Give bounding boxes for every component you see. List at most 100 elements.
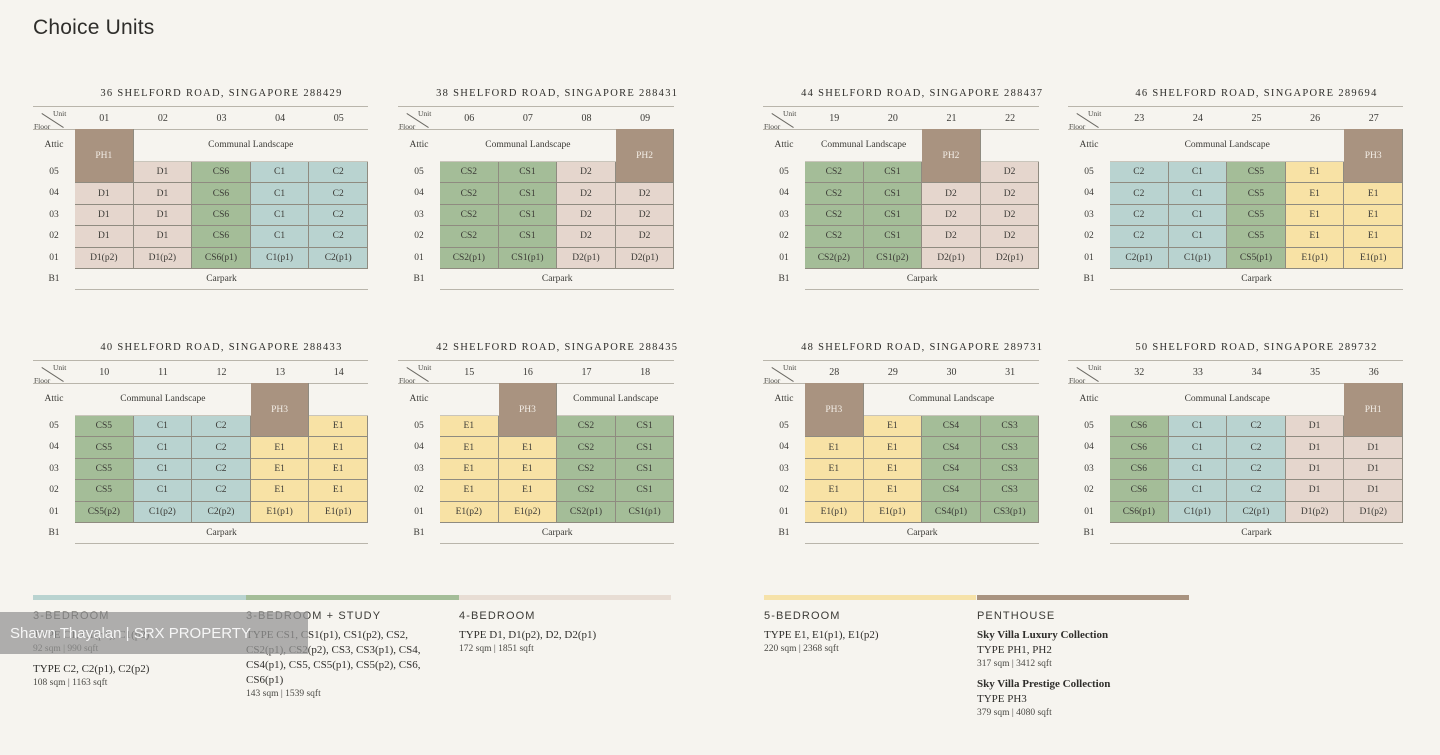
unit-cell: CS6 bbox=[1110, 480, 1169, 502]
unit-number: 34 bbox=[1251, 367, 1262, 378]
unit-number: 29 bbox=[887, 367, 898, 378]
unit-cell: E1 bbox=[863, 416, 923, 438]
unit-cell: D1 bbox=[75, 183, 134, 205]
carpark-cell: Carpark bbox=[805, 269, 1040, 291]
legend-size: 379 sqm | 4080 sqft bbox=[977, 708, 1052, 718]
block-address: 44 SHELFORD ROAD, SINGAPORE 288437 bbox=[801, 88, 1044, 99]
unit-number: 12 bbox=[216, 367, 227, 378]
unit-cell: CS2 bbox=[440, 162, 499, 184]
unit-number: 15 bbox=[464, 367, 475, 378]
legend-type: TYPE D1, D1(p2), D2, D2(p1) bbox=[459, 629, 597, 641]
floor-label: Floor bbox=[399, 122, 416, 131]
unit-cell: D2(p1) bbox=[980, 247, 1040, 269]
floor-number: 05 bbox=[49, 421, 59, 431]
floor-number: 04 bbox=[1084, 442, 1094, 453]
unit-cell: C2 bbox=[1110, 183, 1169, 205]
floor-number: 05 bbox=[414, 421, 424, 431]
unit-number: 13 bbox=[275, 367, 286, 378]
unit-number: 36 bbox=[1368, 367, 1379, 378]
unit-number: 04 bbox=[275, 113, 286, 124]
unit-number: 35 bbox=[1310, 367, 1321, 378]
unit-cell: C2 bbox=[1227, 416, 1286, 438]
unit-cell: D1 bbox=[1344, 458, 1403, 481]
unit-cell: E1(p1) bbox=[309, 501, 368, 523]
unit-number: 22 bbox=[1005, 113, 1016, 124]
unit-cell: CS4 bbox=[922, 480, 981, 502]
unit-number: 07 bbox=[522, 113, 533, 124]
floor-attic: Attic bbox=[409, 140, 429, 150]
unit-cell: CS6 bbox=[1110, 416, 1169, 438]
unit-cell: CS4 bbox=[922, 416, 981, 438]
header-rule bbox=[763, 129, 1040, 130]
unit-cell: CS1 bbox=[863, 162, 923, 184]
unit-number: 19 bbox=[829, 113, 840, 124]
unit-cell: E1 bbox=[309, 480, 368, 502]
unit-number: 16 bbox=[522, 367, 533, 378]
unit-cell: C2 bbox=[192, 480, 251, 502]
unit-cell: D1(p2) bbox=[1344, 501, 1403, 523]
floor-number: 01 bbox=[1084, 506, 1094, 517]
legend-collection: Sky Villa Prestige Collection bbox=[977, 678, 1111, 690]
unit-cell: E1 bbox=[863, 480, 923, 502]
unit-cell: D2 bbox=[557, 183, 616, 205]
unit-label: Unit bbox=[418, 109, 432, 118]
floor-number: 04 bbox=[49, 442, 59, 453]
unit-cell: CS2 bbox=[557, 458, 616, 481]
unit-cell: C2 bbox=[1227, 458, 1286, 481]
unit-cell: CS5 bbox=[1227, 226, 1286, 248]
legend-color-bar bbox=[764, 595, 976, 600]
unit-cell: CS6 bbox=[192, 162, 251, 184]
carpark-cell: Carpark bbox=[1110, 523, 1403, 545]
unit-cell: CS6 bbox=[1110, 458, 1169, 481]
penthouse-cell: PH3 bbox=[1344, 129, 1403, 184]
unit-cell: C2 bbox=[192, 416, 251, 438]
unit-number: 05 bbox=[333, 113, 344, 124]
unit-cell: D1 bbox=[75, 204, 134, 227]
unit-cell: D1 bbox=[1285, 458, 1345, 481]
floor-attic: Attic bbox=[1079, 394, 1099, 404]
legend-group: 4-BEDROOM TYPE D1, D1(p2), D2, D2(p1) 172 … bbox=[459, 610, 659, 662]
floor-b1: B1 bbox=[1083, 528, 1095, 538]
unit-cell: CS3(p1) bbox=[980, 501, 1040, 523]
unit-cell: E1 bbox=[250, 437, 310, 459]
unit-cell: CS3 bbox=[980, 416, 1040, 438]
unit-cell: E1 bbox=[805, 437, 864, 459]
attic-cell bbox=[440, 383, 499, 416]
floor-attic: Attic bbox=[1079, 140, 1099, 150]
unit-cell: D1 bbox=[1344, 480, 1403, 502]
unit-cell: CS1 bbox=[498, 204, 558, 227]
watermark: Shawn Thayalan | SRX PROPERTY bbox=[0, 612, 308, 654]
unit-cell: D1 bbox=[75, 226, 134, 248]
legend-size: 317 sqm | 3412 sqft bbox=[977, 659, 1052, 669]
unit-cell: E1 bbox=[1344, 183, 1403, 205]
unit-cell: E1 bbox=[1344, 226, 1403, 248]
floor-attic: Attic bbox=[44, 140, 64, 150]
unit-cell: CS5 bbox=[75, 437, 134, 459]
floor-number: 05 bbox=[1084, 167, 1094, 177]
floor-number: 01 bbox=[49, 506, 59, 517]
unit-cell: C1 bbox=[1168, 183, 1228, 205]
floor-label: Floor bbox=[34, 122, 51, 131]
floor-number: 05 bbox=[414, 167, 424, 177]
unit-cell: D1 bbox=[1285, 416, 1345, 438]
unit-cell: CS5(p1) bbox=[1227, 247, 1286, 269]
floor-b1: B1 bbox=[413, 274, 425, 284]
legend-type: TYPE PH3 bbox=[977, 693, 1027, 705]
floor-label: Floor bbox=[1069, 376, 1086, 385]
unit-cell: D1(p2) bbox=[133, 247, 193, 269]
unit-cell: C2 bbox=[309, 162, 368, 184]
attic-cell: Communal Landscape bbox=[133, 129, 368, 162]
unit-cell: CS5 bbox=[1227, 183, 1286, 205]
legend-size: 143 sqm | 1539 sqft bbox=[246, 689, 321, 699]
unit-cell: C2 bbox=[309, 204, 368, 227]
floor-b1: B1 bbox=[778, 528, 790, 538]
header-rule bbox=[763, 360, 1040, 361]
unit-cell: E1(p1) bbox=[1285, 247, 1345, 269]
attic-cell bbox=[309, 383, 368, 416]
unit-number: 02 bbox=[157, 113, 168, 124]
block-address: 36 SHELFORD ROAD, SINGAPORE 288429 bbox=[100, 88, 343, 99]
unit-cell: C2 bbox=[192, 458, 251, 481]
block-address: 46 SHELFORD ROAD, SINGAPORE 289694 bbox=[1135, 88, 1378, 99]
unit-cell: C2 bbox=[309, 226, 368, 248]
unit-label: Unit bbox=[783, 363, 797, 372]
